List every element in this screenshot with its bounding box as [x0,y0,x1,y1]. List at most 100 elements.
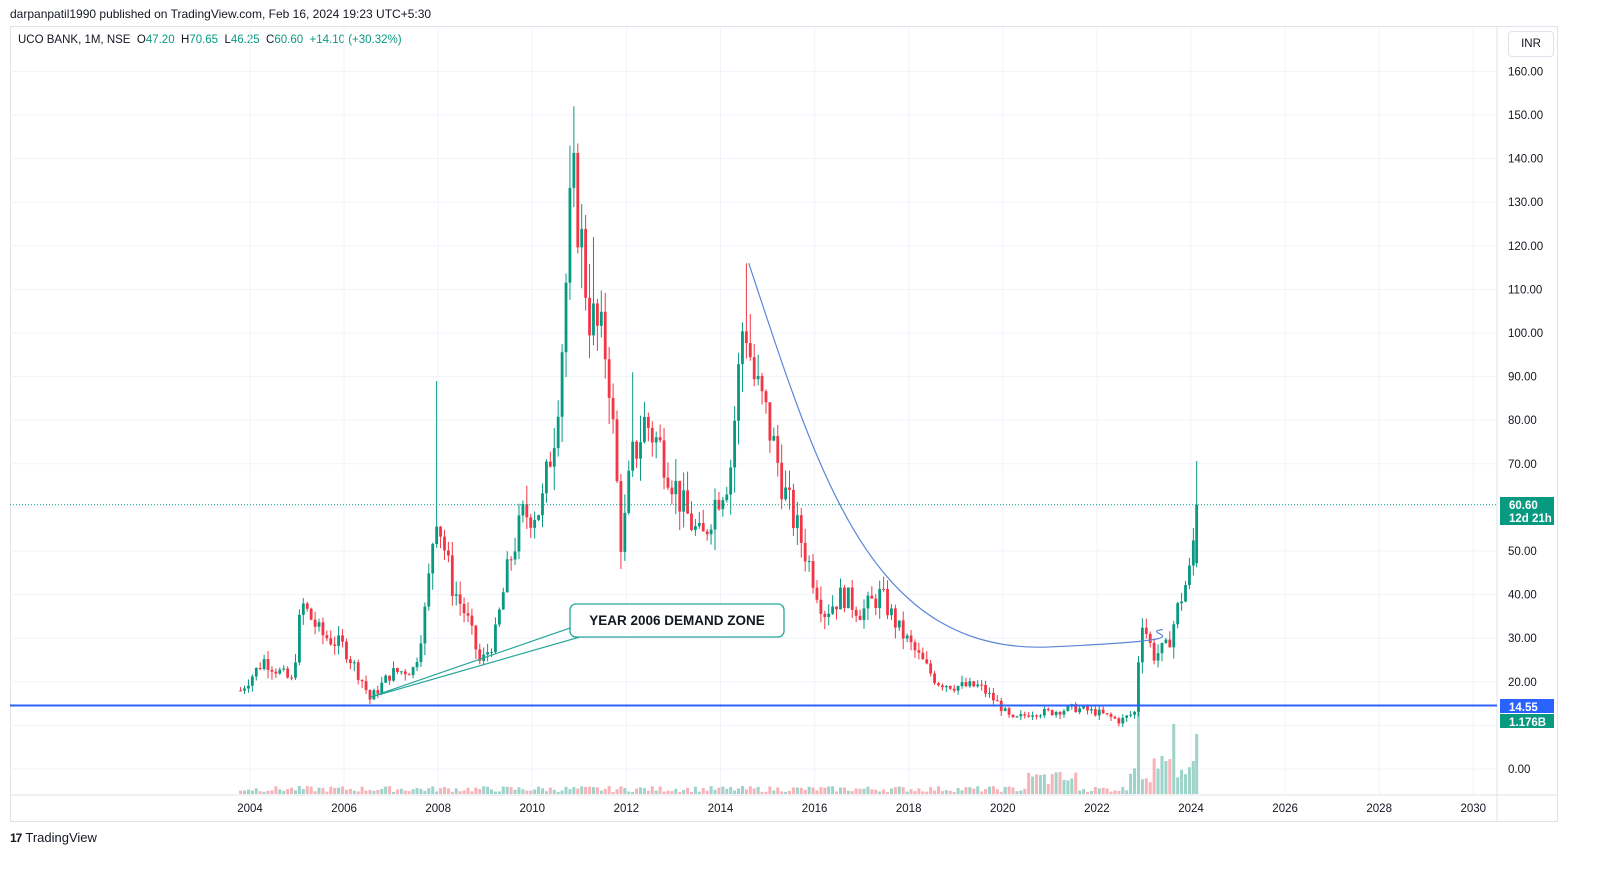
candle-body [1156,653,1160,661]
candle-body [470,615,474,626]
volume-bar [952,791,956,794]
volume-bar [1038,775,1042,794]
candle-body [631,441,635,471]
volume-bar [376,790,380,794]
candle-body [839,587,842,610]
candle-body [494,624,497,653]
candle-body [886,589,889,616]
volume-bar [642,788,646,794]
volume-bar [556,791,560,794]
candle-body [415,662,419,668]
volume-bar [380,788,384,794]
volume-bar [701,787,705,794]
volume-bar [874,789,878,794]
candle-body [278,669,282,674]
volume-bar [729,786,733,794]
volume-bar [439,788,443,794]
volume-bar [878,791,882,794]
open-value: 47.20 [145,34,175,46]
candle-body [933,673,936,684]
volume-bar [337,787,341,794]
volume-bar [301,789,305,794]
volume-bar [980,791,984,794]
candle-body [537,515,540,520]
price-tick-label: 50.00 [1508,546,1537,558]
volume-bar [995,789,999,794]
price-tick-label: 70.00 [1508,459,1537,471]
support-badge-text: 14.55 [1509,702,1538,714]
candle-body [1129,714,1133,716]
candle-body [1042,708,1046,716]
symbol-label: UCO BANK, 1M, NSE [18,34,131,46]
volume-bar [956,787,960,794]
volume-bar [341,786,345,794]
volume-bar [682,789,686,794]
volume-bar [784,791,788,794]
volume-bar [650,786,654,794]
volume-bar [1148,782,1152,794]
candle-body [917,650,921,653]
time-tick-label: 2018 [896,803,922,815]
candle-body [427,573,431,607]
volume-bar [662,791,666,794]
volume-bar [1133,768,1137,794]
candle-body [1074,704,1078,713]
volume-bar [442,787,446,794]
volume-bar [693,786,697,794]
candle-body [1082,706,1085,709]
volume-bar [270,790,274,794]
candle-body [454,594,458,596]
volume-bar [862,788,866,794]
candle-body [1152,642,1156,661]
candle-body [764,391,768,403]
volume-bar [486,786,490,794]
candle-body [823,613,827,618]
candle-body [513,551,517,560]
volume-bar [670,791,674,794]
volume-bar [999,791,1003,794]
volume-bar [286,789,290,794]
candle-body [729,467,733,495]
high-value: 70.65 [189,34,219,46]
candle-body [548,461,552,467]
volume-bar [364,790,368,794]
volume-bar [646,790,650,794]
volume-bar [709,786,713,794]
candle-body [807,561,811,563]
candle-body [309,608,313,620]
volume-bar [352,790,356,794]
volume-bar [403,790,407,794]
volume-bar [901,787,905,794]
candle-body [497,609,501,625]
volume-bar [823,787,827,794]
candle-body [458,594,462,604]
volume-bar [870,789,874,794]
volume-bar [768,786,772,794]
publish-credit: darpanpatil1990 published on TradingView… [10,7,432,21]
volume-bar [631,791,635,794]
volume-badge-text: 1.176B [1509,717,1546,729]
candle-body [701,522,705,532]
volume-bar [984,789,988,794]
volume-bar [740,786,744,794]
currency-button[interactable]: INR [1508,31,1554,57]
candle-body [392,668,395,681]
candle-body [968,681,972,687]
volume-bar [1195,734,1199,794]
price-tick-label: 120.00 [1508,241,1543,253]
volume-bar [1152,758,1156,794]
candle-body [1113,716,1117,719]
volume-bar [697,791,701,794]
price-tick-label: 20.00 [1508,677,1537,689]
volume-bar [513,789,517,794]
price-tick-label: 150.00 [1508,110,1543,122]
candle-body [878,588,882,609]
tradingview-brand: 17 TradingView [10,830,97,845]
candle-body [356,662,360,680]
candle-body [317,622,321,627]
volume-bar [1066,780,1070,794]
volume-bar [1011,787,1015,794]
candle-body [517,515,521,552]
volume-bar [599,790,603,794]
